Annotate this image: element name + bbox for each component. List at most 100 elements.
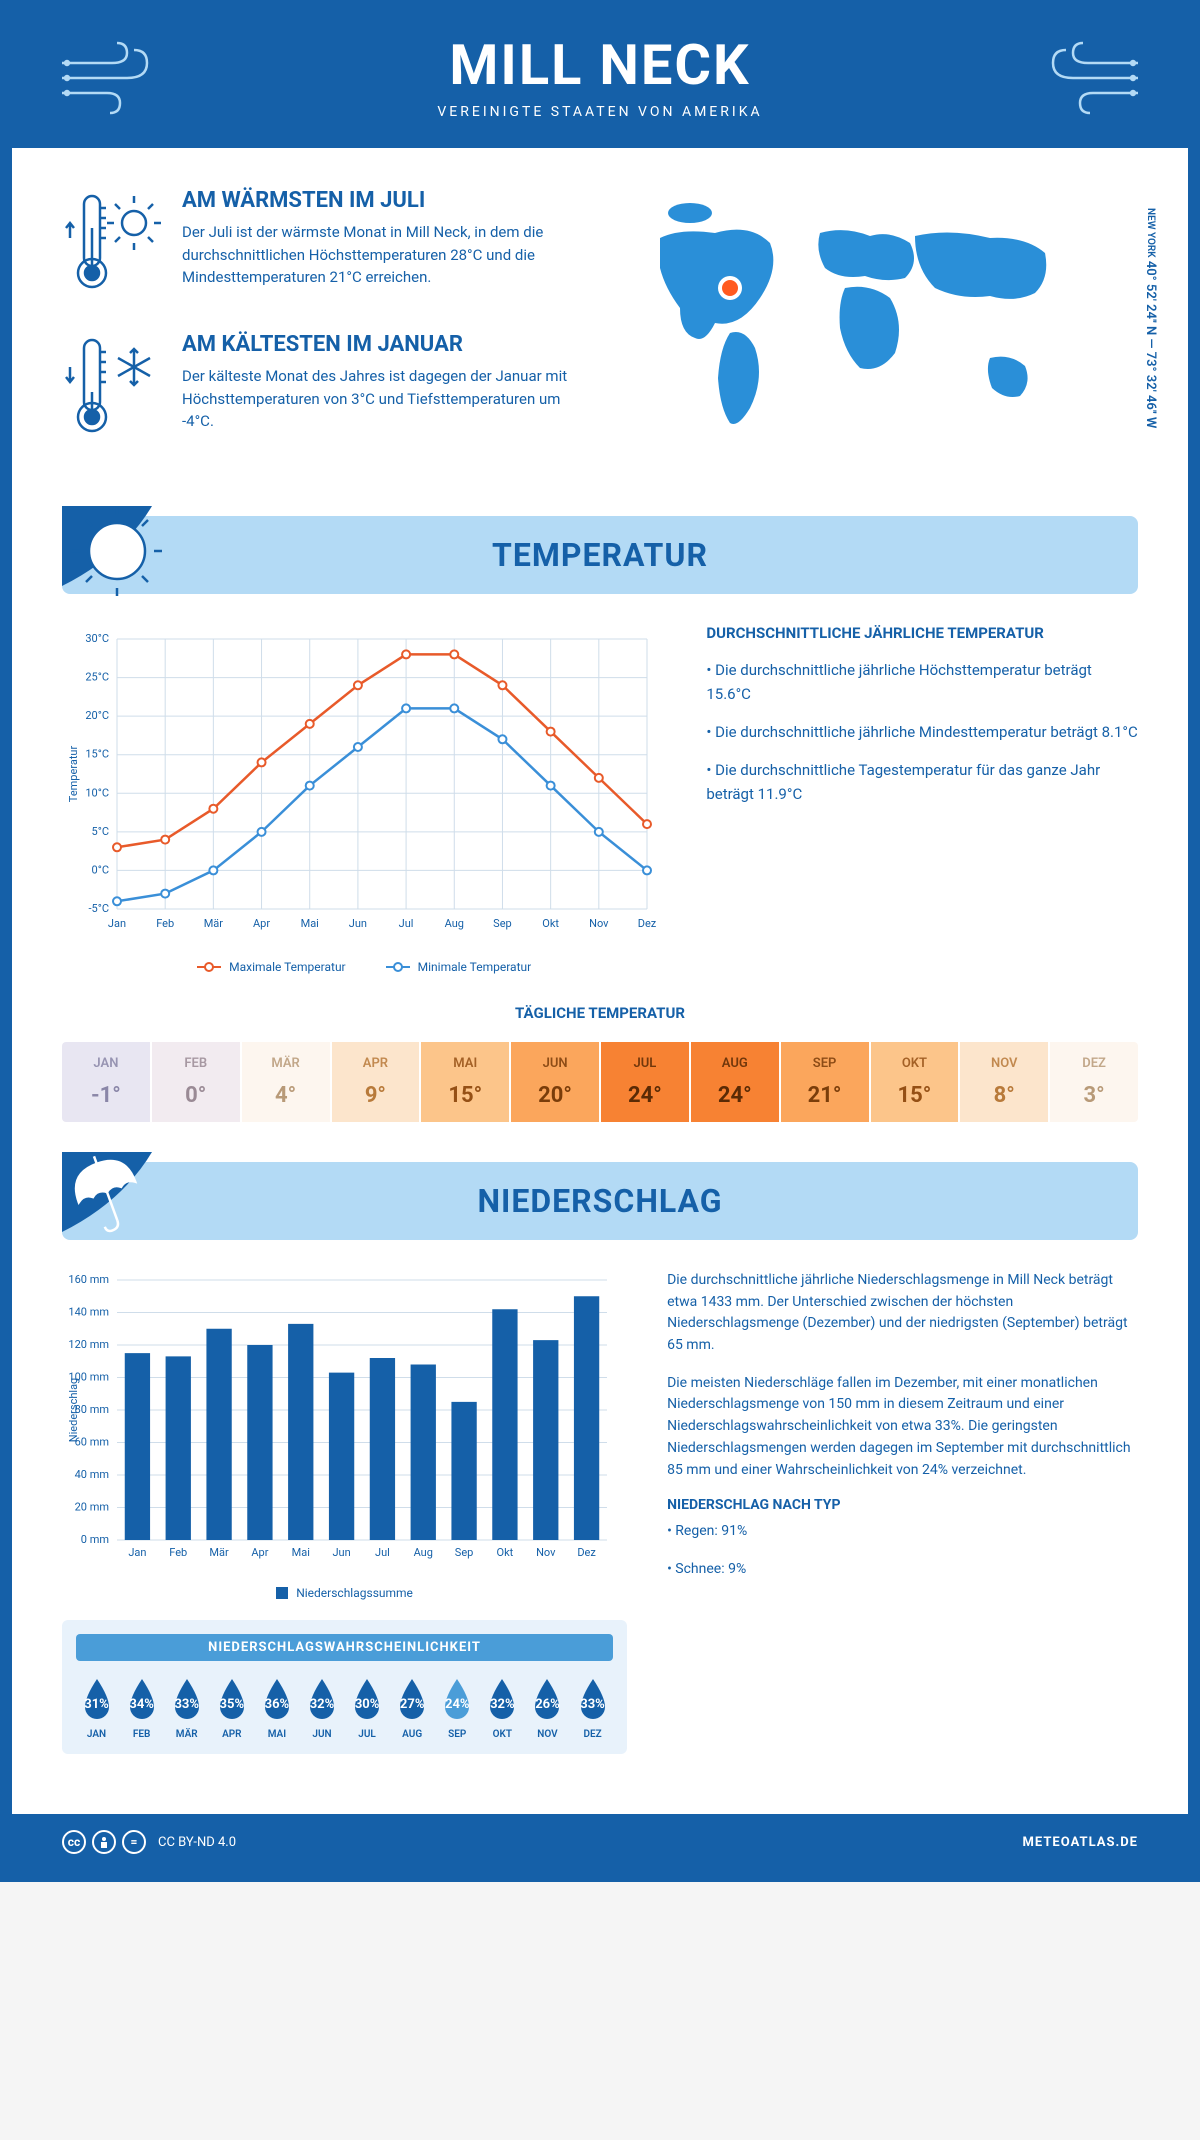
umbrella-header-icon xyxy=(62,1152,192,1266)
prob-cell: 26%NOV xyxy=(527,1675,568,1740)
svg-text:Temperatur: Temperatur xyxy=(67,746,80,803)
svg-text:0°C: 0°C xyxy=(92,863,109,876)
precip-type-title: NIEDERSCHLAG NACH TYP xyxy=(667,1497,1138,1513)
temp-cell: AUG24° xyxy=(691,1042,779,1122)
svg-text:0 mm: 0 mm xyxy=(81,1533,109,1546)
legend-max-label: Maximale Temperatur xyxy=(229,960,345,974)
region-label: NEW YORK xyxy=(1145,208,1156,258)
temp-cell: FEB0° xyxy=(152,1042,240,1122)
temp-cell: JUL24° xyxy=(601,1042,689,1122)
nd-icon: = xyxy=(122,1830,146,1854)
svg-text:140 mm: 140 mm xyxy=(68,1306,109,1319)
svg-text:30°C: 30°C xyxy=(85,632,109,645)
probability-grid: 31%JAN34%FEB33%MÄR35%APR36%MAI32%JUN30%J… xyxy=(76,1675,613,1740)
svg-text:Jun: Jun xyxy=(332,1546,350,1559)
by-icon xyxy=(92,1830,116,1854)
coldest-block: AM KÄLTESTEN IM JANUAR Der kälteste Mona… xyxy=(62,332,580,446)
temperature-chart: -5°C0°C5°C10°C15°C20°C25°C30°CJanFebMärA… xyxy=(62,624,666,974)
temp-cell: MÄR4° xyxy=(242,1042,330,1122)
license-label: CC BY-ND 4.0 xyxy=(158,1835,236,1850)
temp-bullet-2: • Die durchschnittliche Tagestemperatur … xyxy=(706,758,1138,806)
wind-icon-left xyxy=(52,38,172,122)
temp-bullet-1: • Die durchschnittliche jährliche Mindes… xyxy=(706,720,1138,744)
coldest-title: AM KÄLTESTEN IM JANUAR xyxy=(182,332,580,357)
svg-text:Sep: Sep xyxy=(455,1546,474,1559)
svg-text:Mai: Mai xyxy=(301,917,319,930)
svg-text:15°C: 15°C xyxy=(85,748,109,761)
coldest-desc: Der kälteste Monat des Jahres ist dagege… xyxy=(182,365,580,433)
svg-text:Dez: Dez xyxy=(638,917,657,930)
precipitation-info: Die durchschnittliche jährliche Niedersc… xyxy=(667,1270,1138,1754)
sun-header-icon xyxy=(62,506,192,620)
legend-min: .legend-item:nth-child(2) .legend-swatch… xyxy=(386,960,532,974)
svg-text:Mär: Mär xyxy=(209,1546,229,1559)
prob-cell: 24%SEP xyxy=(437,1675,478,1740)
svg-text:Sep: Sep xyxy=(493,917,512,930)
intro-left: AM WÄRMSTEN IM JULI Der Juli ist der wär… xyxy=(62,188,580,476)
prob-cell: 33%DEZ xyxy=(572,1675,613,1740)
temp-cell: MAI15° xyxy=(421,1042,509,1122)
prob-cell: 31%JAN xyxy=(76,1675,117,1740)
svg-text:5°C: 5°C xyxy=(92,825,109,838)
prob-cell: 33%MÄR xyxy=(166,1675,207,1740)
world-map-icon xyxy=(620,188,1080,448)
temperature-legend: .legend-item:nth-child(1) .legend-swatch… xyxy=(62,960,666,974)
warmest-block: AM WÄRMSTEN IM JULI Der Juli ist der wär… xyxy=(62,188,580,302)
header: MILL NECK VEREINIGTE STAATEN VON AMERIKA xyxy=(12,12,1188,148)
precip-text-1: Die durchschnittliche jährliche Niedersc… xyxy=(667,1270,1138,1357)
svg-text:Feb: Feb xyxy=(169,1546,187,1559)
coordinates: NEW YORK 40° 52' 24'' N — 73° 32' 46'' W xyxy=(1143,208,1158,428)
temperature-title: TEMPERATUR xyxy=(92,536,1108,574)
legend-precip: Niederschlagssumme xyxy=(276,1586,413,1600)
prob-cell: 32%JUN xyxy=(301,1675,342,1740)
svg-text:20°C: 20°C xyxy=(85,709,109,722)
svg-text:25°C: 25°C xyxy=(85,671,109,684)
legend-precip-label: Niederschlagssumme xyxy=(296,1586,413,1600)
svg-text:Aug: Aug xyxy=(445,917,464,930)
prob-cell: 32%OKT xyxy=(482,1675,523,1740)
svg-text:10°C: 10°C xyxy=(85,786,109,799)
svg-text:Jul: Jul xyxy=(399,917,414,930)
wind-icon-right xyxy=(1028,38,1148,122)
prob-cell: 30%JUL xyxy=(347,1675,388,1740)
content: AM WÄRMSTEN IM JULI Der Juli ist der wär… xyxy=(12,148,1188,1814)
svg-text:Feb: Feb xyxy=(156,917,174,930)
svg-text:Nov: Nov xyxy=(589,917,609,930)
probability-title: NIEDERSCHLAGSWAHRSCHEINLICHKEIT xyxy=(76,1634,613,1661)
cc-icons: cc = xyxy=(62,1830,146,1854)
cc-icon: cc xyxy=(62,1830,86,1854)
temp-cell: APR9° xyxy=(332,1042,420,1122)
warmest-desc: Der Juli ist der wärmste Monat in Mill N… xyxy=(182,221,580,289)
footer-left: cc = CC BY-ND 4.0 xyxy=(62,1830,236,1854)
temp-cell: OKT15° xyxy=(871,1042,959,1122)
precipitation-section: 0 mm20 mm40 mm60 mm80 mm100 mm120 mm140 … xyxy=(62,1270,1138,1754)
svg-text:Jan: Jan xyxy=(108,917,126,930)
legend-max: .legend-item:nth-child(1) .legend-swatch… xyxy=(197,960,345,974)
thermometer-snow-icon xyxy=(62,332,162,446)
svg-text:40 mm: 40 mm xyxy=(75,1468,109,1481)
daily-temp-title: TÄGLICHE TEMPERATUR xyxy=(62,1004,1138,1022)
svg-text:160 mm: 160 mm xyxy=(68,1273,109,1286)
coords-value: 40° 52' 24'' N — 73° 32' 46'' W xyxy=(1143,261,1158,428)
infographic-page: MILL NECK VEREINIGTE STAATEN VON AMERIKA… xyxy=(0,0,1200,1882)
temp-bullet-0: • Die durchschnittliche jährliche Höchst… xyxy=(706,658,1138,706)
svg-text:Dez: Dez xyxy=(577,1546,596,1559)
svg-text:Mai: Mai xyxy=(292,1546,310,1559)
prob-cell: 35%APR xyxy=(211,1675,252,1740)
world-map-container: NEW YORK 40° 52' 24'' N — 73° 32' 46'' W xyxy=(620,188,1138,476)
temp-cell: SEP21° xyxy=(781,1042,869,1122)
svg-text:-5°C: -5°C xyxy=(89,902,110,915)
svg-text:Okt: Okt xyxy=(497,1546,514,1559)
prob-cell: 36%MAI xyxy=(256,1675,297,1740)
temperature-header: TEMPERATUR xyxy=(62,516,1138,594)
temp-info-title: DURCHSCHNITTLICHE JÄHRLICHE TEMPERATUR xyxy=(706,624,1138,642)
svg-text:Aug: Aug xyxy=(414,1546,433,1559)
precip-rain: • Regen: 91% xyxy=(667,1521,1138,1543)
svg-text:Okt: Okt xyxy=(542,917,559,930)
coldest-text: AM KÄLTESTEN IM JANUAR Der kälteste Mona… xyxy=(182,332,580,446)
svg-text:Jul: Jul xyxy=(375,1546,390,1559)
footer: cc = CC BY-ND 4.0 METEOATLAS.DE xyxy=(12,1814,1188,1870)
thermometer-sun-icon xyxy=(62,188,162,302)
daily-temp-grid: JAN-1°FEB0°MÄR4°APR9°MAI15°JUN20°JUL24°A… xyxy=(62,1042,1138,1122)
location-marker-icon xyxy=(722,280,738,296)
